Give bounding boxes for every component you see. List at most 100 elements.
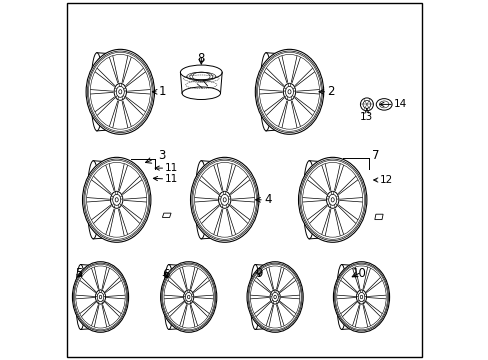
- Ellipse shape: [191, 294, 193, 297]
- Ellipse shape: [86, 49, 154, 134]
- Ellipse shape: [124, 88, 126, 91]
- Ellipse shape: [119, 83, 121, 86]
- Ellipse shape: [330, 198, 334, 202]
- Ellipse shape: [287, 90, 290, 94]
- Ellipse shape: [283, 88, 285, 91]
- Ellipse shape: [358, 292, 364, 302]
- Ellipse shape: [118, 204, 121, 207]
- Ellipse shape: [283, 83, 295, 100]
- Ellipse shape: [336, 265, 346, 329]
- Ellipse shape: [276, 300, 278, 303]
- Text: 10: 10: [351, 267, 366, 280]
- Ellipse shape: [271, 300, 273, 303]
- Ellipse shape: [336, 196, 338, 199]
- Ellipse shape: [183, 294, 185, 297]
- Ellipse shape: [100, 290, 101, 292]
- Ellipse shape: [96, 294, 97, 297]
- Ellipse shape: [360, 98, 373, 111]
- Ellipse shape: [360, 290, 362, 292]
- Ellipse shape: [331, 191, 333, 194]
- Text: 14: 14: [379, 99, 407, 109]
- Ellipse shape: [112, 194, 121, 205]
- Ellipse shape: [278, 294, 279, 297]
- Ellipse shape: [102, 300, 103, 303]
- Ellipse shape: [360, 295, 362, 299]
- Text: 7: 7: [371, 149, 378, 162]
- Text: 2: 2: [318, 85, 334, 98]
- Ellipse shape: [270, 294, 271, 297]
- Ellipse shape: [182, 87, 220, 99]
- Ellipse shape: [185, 292, 192, 302]
- Ellipse shape: [180, 65, 222, 80]
- Ellipse shape: [223, 191, 225, 194]
- Ellipse shape: [120, 196, 122, 199]
- Ellipse shape: [271, 292, 278, 302]
- Ellipse shape: [115, 198, 118, 202]
- Ellipse shape: [226, 204, 228, 207]
- Text: 11: 11: [155, 163, 178, 173]
- Ellipse shape: [97, 292, 103, 302]
- Text: 3: 3: [158, 149, 165, 162]
- Polygon shape: [162, 213, 171, 217]
- Ellipse shape: [223, 198, 226, 202]
- Ellipse shape: [82, 157, 151, 242]
- Ellipse shape: [110, 191, 122, 208]
- Ellipse shape: [356, 290, 366, 304]
- Ellipse shape: [364, 294, 366, 297]
- Ellipse shape: [187, 290, 189, 292]
- Ellipse shape: [375, 99, 391, 110]
- Ellipse shape: [333, 262, 389, 332]
- Ellipse shape: [288, 83, 290, 86]
- Ellipse shape: [114, 83, 126, 100]
- Ellipse shape: [228, 196, 230, 199]
- Ellipse shape: [285, 96, 287, 99]
- Ellipse shape: [298, 157, 366, 242]
- Ellipse shape: [190, 300, 192, 303]
- Ellipse shape: [97, 300, 99, 303]
- Ellipse shape: [122, 96, 124, 99]
- Ellipse shape: [190, 157, 258, 242]
- Ellipse shape: [116, 86, 124, 97]
- Ellipse shape: [357, 300, 359, 303]
- Ellipse shape: [163, 265, 174, 329]
- Ellipse shape: [273, 295, 276, 299]
- Text: 4: 4: [255, 193, 271, 206]
- Ellipse shape: [218, 196, 221, 199]
- Ellipse shape: [72, 262, 128, 332]
- Ellipse shape: [269, 290, 280, 304]
- Ellipse shape: [334, 204, 336, 207]
- Ellipse shape: [362, 300, 364, 303]
- Ellipse shape: [220, 204, 223, 207]
- Text: 5: 5: [75, 267, 82, 280]
- Ellipse shape: [195, 161, 207, 239]
- Text: 13: 13: [360, 109, 373, 122]
- Ellipse shape: [119, 90, 122, 94]
- Text: 12: 12: [373, 175, 392, 185]
- Ellipse shape: [362, 100, 370, 108]
- Ellipse shape: [91, 53, 103, 131]
- Ellipse shape: [95, 290, 105, 304]
- Ellipse shape: [293, 88, 295, 91]
- Ellipse shape: [103, 294, 105, 297]
- Ellipse shape: [285, 86, 293, 97]
- Text: 9: 9: [255, 267, 262, 280]
- Ellipse shape: [115, 191, 118, 194]
- Ellipse shape: [326, 191, 338, 208]
- Ellipse shape: [356, 294, 358, 297]
- Ellipse shape: [220, 194, 228, 205]
- Polygon shape: [374, 214, 382, 220]
- Ellipse shape: [99, 295, 102, 299]
- Ellipse shape: [87, 161, 99, 239]
- Text: 8: 8: [197, 52, 204, 65]
- Ellipse shape: [187, 295, 189, 299]
- Ellipse shape: [116, 96, 118, 99]
- Ellipse shape: [160, 262, 216, 332]
- Ellipse shape: [114, 88, 116, 91]
- Ellipse shape: [218, 191, 230, 208]
- Ellipse shape: [185, 300, 187, 303]
- Ellipse shape: [274, 290, 275, 292]
- Ellipse shape: [326, 196, 328, 199]
- Ellipse shape: [260, 53, 272, 131]
- Ellipse shape: [291, 96, 293, 99]
- Ellipse shape: [76, 265, 85, 329]
